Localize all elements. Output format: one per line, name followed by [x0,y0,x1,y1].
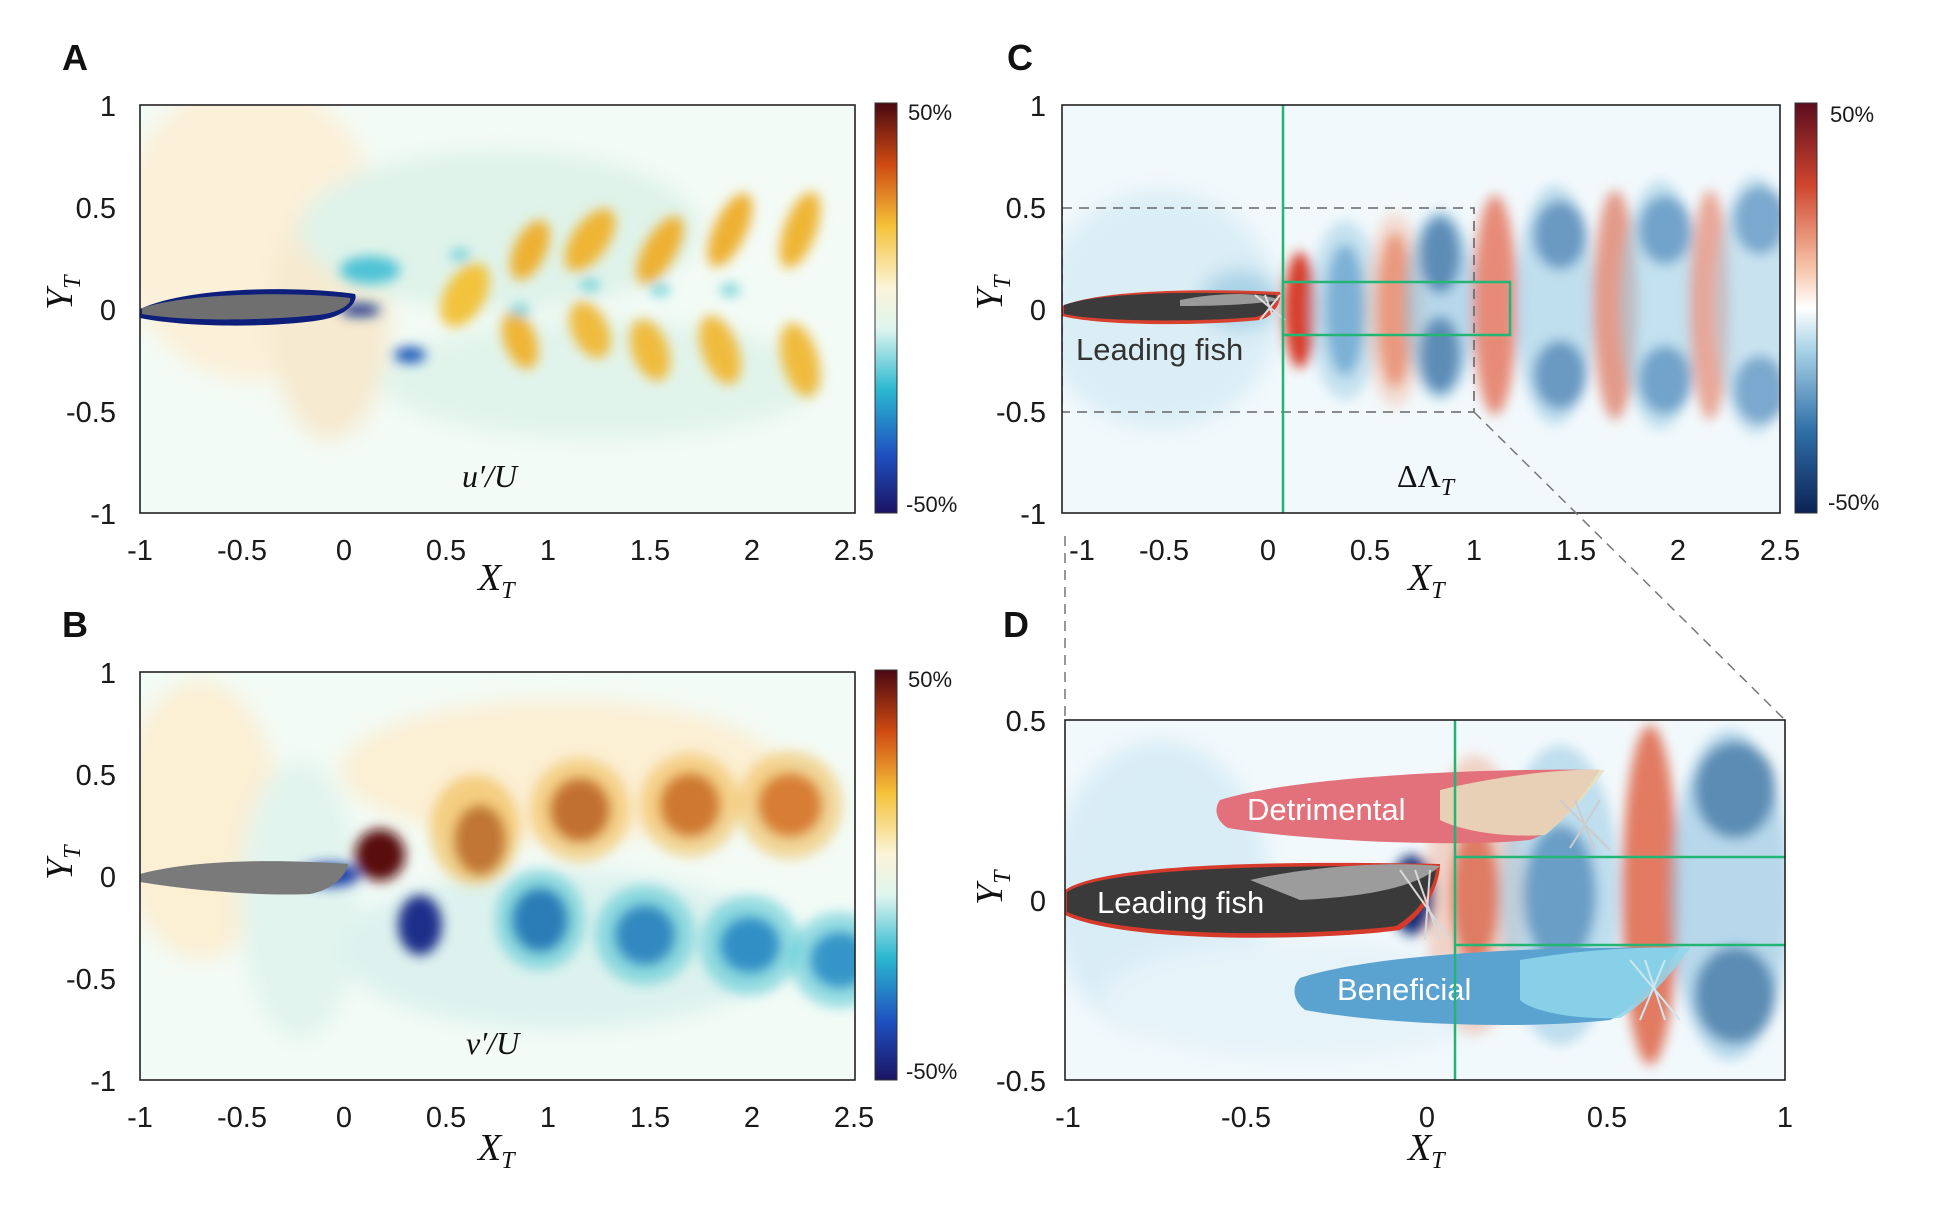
y-tick-c-0: 1 [1030,91,1046,123]
x-label-b: XT [476,1127,516,1174]
colorbar-b: 50% -50% [874,667,957,1084]
y-tick-a-0: 1 [100,91,116,123]
x-tick-a-2: 0 [336,535,352,567]
x-label-d: XT [1406,1127,1446,1174]
x-tick-d-4: 1 [1777,1102,1793,1134]
x-label-a: XT [476,557,516,604]
x-tick-a-1: -0.5 [217,535,267,567]
x-tick-a-5: 1.5 [630,535,670,567]
y-tick-b-0: 1 [100,658,116,690]
y-tick-d-0: 0.5 [1006,706,1046,738]
beneficial-label: Beneficial [1337,972,1471,1007]
panel-d: D Detrimental [969,604,1793,1174]
green-box-c [1281,280,1512,337]
y-tick-b-2: 0 [100,862,116,894]
y-tick-a-1: 0.5 [76,193,116,225]
y-tick-b-1: 0.5 [76,760,116,792]
panel-label-d: D [1003,604,1029,645]
y-tick-a-3: -0.5 [66,397,116,429]
y-axis-d: 0.5 0 -0.5 YT [969,706,1046,1098]
x-tick-b-0: -1 [127,1102,153,1134]
x-label-c: XT [1406,557,1446,604]
colorbar-c-min: -50% [1828,490,1879,515]
field-label-a: u′/U [462,458,519,494]
x-axis-b: -1 -0.5 0 0.5 1 1.5 2 2.5 XT [127,1102,874,1174]
panel-b: B [39,604,957,1174]
x-tick-b-6: 2 [744,1102,760,1134]
x-tick-c-6: 2 [1670,535,1686,567]
x-tick-d-2: 0 [1419,1102,1435,1134]
field-label-c: ΔΛT [1397,458,1456,501]
colorbar-a: 50% -50% [874,100,957,517]
y-tick-c-4: -1 [1020,499,1046,531]
x-tick-d-3: 0.5 [1587,1102,1627,1134]
y-tick-b-3: -0.5 [66,964,116,996]
y-label-c: YT [969,274,1016,310]
fish-a [142,294,351,320]
detrimental-label: Detrimental [1247,792,1406,827]
x-tick-c-3: 0.5 [1350,535,1390,567]
x-tick-c-5: 1.5 [1556,535,1596,567]
field-a [140,105,821,440]
panel-c: C [969,37,1879,721]
y-tick-a-2: 0 [100,295,116,327]
leading-fish-label-d: Leading fish [1097,885,1264,920]
leading-fish-label-c: Leading fish [1076,332,1243,367]
x-axis-d: -1 -0.5 0 0.5 1 XT [1055,1102,1793,1174]
x-tick-a-6: 2 [744,535,760,567]
x-tick-c-7: 2.5 [1760,535,1800,567]
inset-box-c [1062,207,1475,413]
zoom-connector-right [1473,411,1786,721]
panel-label-b: B [62,604,88,645]
field-label-b: v′/U [466,1025,521,1061]
y-label-b: YT [39,844,86,880]
x-axis-c: -1 -0.5 0 0.5 1 1.5 2 2.5 XT [1069,535,1800,604]
x-axis-a: -1 -0.5 0 0.5 1 1.5 2 2.5 XT [127,535,874,604]
colorbar-c-max: 50% [1830,102,1874,127]
x-tick-b-5: 1.5 [630,1102,670,1134]
x-tick-c-4: 1 [1466,535,1482,567]
y-tick-c-2: 0 [1030,295,1046,327]
y-label-d: YT [969,869,1016,905]
x-tick-c-2: 0 [1260,535,1276,567]
y-axis-a: 1 0.5 0 -0.5 -1 YT [39,91,116,531]
fish-b [140,861,348,895]
panel-a: A [39,37,957,604]
y-axis-c: 1 0.5 0 -0.5 -1 YT [969,91,1046,531]
field-b [140,680,855,1040]
y-tick-b-4: -1 [90,1066,116,1098]
x-tick-a-4: 1 [540,535,556,567]
x-tick-c-0: -1 [1069,535,1095,567]
y-tick-d-2: -0.5 [996,1066,1046,1098]
x-tick-a-0: -1 [127,535,153,567]
x-tick-b-3: 0.5 [426,1102,466,1134]
y-tick-c-1: 0.5 [1006,193,1046,225]
x-tick-b-1: -0.5 [217,1102,267,1134]
field-c [1062,105,1780,513]
y-tick-c-3: -0.5 [996,397,1046,429]
colorbar-b-max: 50% [908,667,952,692]
x-tick-a-3: 0.5 [426,535,466,567]
x-tick-b-2: 0 [336,1102,352,1134]
y-label-a: YT [39,274,86,310]
field-d: Detrimental Leading fish Beneficial [1065,720,1785,1080]
x-tick-b-4: 1 [540,1102,556,1134]
x-tick-d-0: -1 [1055,1102,1081,1134]
x-tick-a-7: 2.5 [834,535,874,567]
y-axis-b: 1 0.5 0 -0.5 -1 YT [39,658,116,1098]
colorbar-a-max: 50% [908,100,952,125]
panel-label-a: A [62,37,88,78]
colorbar-b-min: -50% [906,1059,957,1084]
x-tick-d-1: -0.5 [1221,1102,1271,1134]
y-tick-d-1: 0 [1030,886,1046,918]
colorbar-c: 50% -50% [1794,102,1879,515]
y-tick-a-4: -1 [90,499,116,531]
x-tick-b-7: 2.5 [834,1102,874,1134]
colorbar-a-min: -50% [906,492,957,517]
panel-label-c: C [1007,37,1033,78]
x-tick-c-1: -0.5 [1139,535,1189,567]
